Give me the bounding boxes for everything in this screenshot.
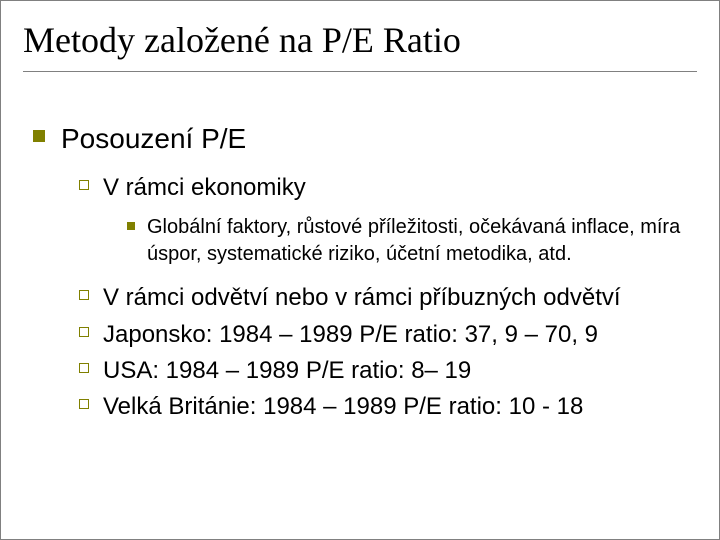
bullet-text: Velká Británie: 1984 – 1989 P/E ratio: 1… bbox=[103, 391, 583, 423]
bullet-text: Posouzení P/E bbox=[61, 120, 246, 158]
slide-frame: Metody založené na P/E Ratio Posouzení P… bbox=[0, 0, 720, 540]
bullet-text: V rámci odvětví nebo v rámci příbuzných … bbox=[103, 282, 621, 314]
bullet-lvl2: USA: 1984 – 1989 P/E ratio: 8– 19 bbox=[79, 355, 697, 387]
hollow-square-bullet-icon bbox=[79, 180, 89, 190]
hollow-square-bullet-icon bbox=[79, 399, 89, 409]
bullet-text: Globální faktory, růstové příležitosti, … bbox=[147, 214, 697, 268]
slide-title: Metody založené na P/E Ratio bbox=[23, 19, 697, 72]
bullet-lvl3: Globální faktory, růstové příležitosti, … bbox=[127, 214, 697, 268]
hollow-square-bullet-icon bbox=[79, 327, 89, 337]
bullet-lvl2: V rámci ekonomiky bbox=[79, 172, 697, 204]
bullet-lvl2: Velká Británie: 1984 – 1989 P/E ratio: 1… bbox=[79, 391, 697, 423]
small-square-bullet-icon bbox=[127, 222, 135, 230]
bullet-text: Japonsko: 1984 – 1989 P/E ratio: 37, 9 –… bbox=[103, 319, 598, 351]
bullet-lvl1: Posouzení P/E bbox=[33, 120, 697, 158]
bullet-text: V rámci ekonomiky bbox=[103, 172, 306, 204]
bullet-text: USA: 1984 – 1989 P/E ratio: 8– 19 bbox=[103, 355, 471, 387]
bullet-lvl2: V rámci odvětví nebo v rámci příbuzných … bbox=[79, 282, 697, 314]
hollow-square-bullet-icon bbox=[79, 290, 89, 300]
hollow-square-bullet-icon bbox=[79, 363, 89, 373]
bullet-lvl2: Japonsko: 1984 – 1989 P/E ratio: 37, 9 –… bbox=[79, 319, 697, 351]
square-bullet-icon bbox=[33, 130, 45, 142]
